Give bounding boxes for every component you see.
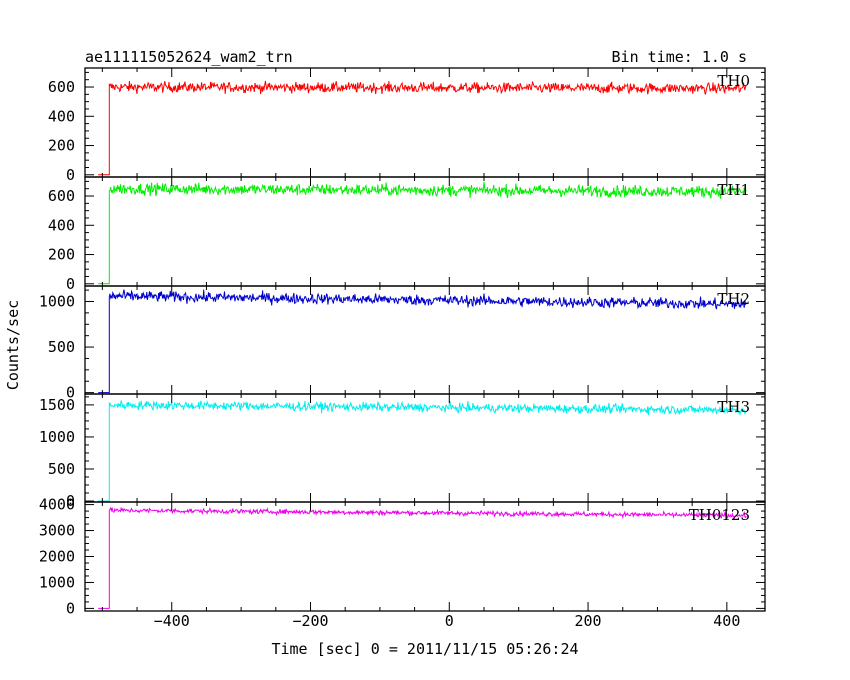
y-tick-label: 0 <box>66 166 75 184</box>
panel-th3: 0 500 1000 1500 TH3 <box>39 393 766 510</box>
series-line-th3 <box>98 400 747 502</box>
x-tick-label: 400 <box>713 612 740 630</box>
y-axis-label: Counts/sec <box>4 300 22 390</box>
y-tick-label: 400 <box>48 107 75 125</box>
series-line-th0123 <box>98 506 747 609</box>
panel-label-th2: TH2 <box>717 290 750 308</box>
y-tick-label: 3000 <box>39 522 75 540</box>
x-tick-label: 200 <box>575 612 602 630</box>
panel-th0: 0 200 400 600 TH0 <box>48 67 766 184</box>
y-tick-label: 1000 <box>39 292 75 310</box>
panel-th1: 0 200 400 600 TH1 <box>48 176 766 293</box>
panel-label-th3: TH3 <box>717 398 750 416</box>
y-tick-label: 600 <box>48 78 75 96</box>
y-tick-label: 1500 <box>39 396 75 414</box>
y-tick-label: 1000 <box>39 428 75 446</box>
y-tick-label: 600 <box>48 187 75 205</box>
x-axis: −400 −200 0 200 400 <box>154 612 741 630</box>
panel-th0123: 0 1000 2000 3000 4000 TH0123 <box>39 496 766 617</box>
panel-label-th0: TH0 <box>717 72 750 90</box>
y-tick-label: 2000 <box>39 548 75 566</box>
y-tick-label: 200 <box>48 246 75 264</box>
bin-time-label: Bin time: 1.0 s <box>612 48 747 66</box>
y-tick-label: 500 <box>48 338 75 356</box>
y-tick-label: 0 <box>66 384 75 402</box>
y-tick-label: 0 <box>66 275 75 293</box>
y-tick-label: 200 <box>48 137 75 155</box>
y-tick-label: 0 <box>66 492 75 510</box>
series-line-th1 <box>98 181 747 285</box>
series-line-th0 <box>98 80 747 176</box>
x-tick-label: −400 <box>154 612 190 630</box>
x-axis-label: Time [sec] 0 = 2011/11/15 05:26:24 <box>271 640 578 658</box>
panel-th2: 0 500 1000 TH2 <box>39 285 766 402</box>
panel-frame <box>84 67 766 178</box>
panel-frame <box>84 501 766 612</box>
x-tick-label: 0 <box>445 612 454 630</box>
chart-title: ae111115052624_wam2_trn <box>85 48 293 66</box>
y-tick-label: 1000 <box>39 573 75 591</box>
y-tick-label: 4000 <box>39 496 75 514</box>
y-tick-label: 0 <box>66 599 75 617</box>
panels-group: 0 200 400 600 TH0 0 200 400 600 TH1 0 500 1000 TH2 0 50… <box>39 67 766 617</box>
series-line-th2 <box>98 289 747 394</box>
panel-label-th1: TH1 <box>717 181 750 199</box>
panel-label-th0123: TH0123 <box>689 506 750 524</box>
y-tick-label: 500 <box>48 460 75 478</box>
x-tick-label: −200 <box>292 612 328 630</box>
y-tick-label: 400 <box>48 216 75 234</box>
